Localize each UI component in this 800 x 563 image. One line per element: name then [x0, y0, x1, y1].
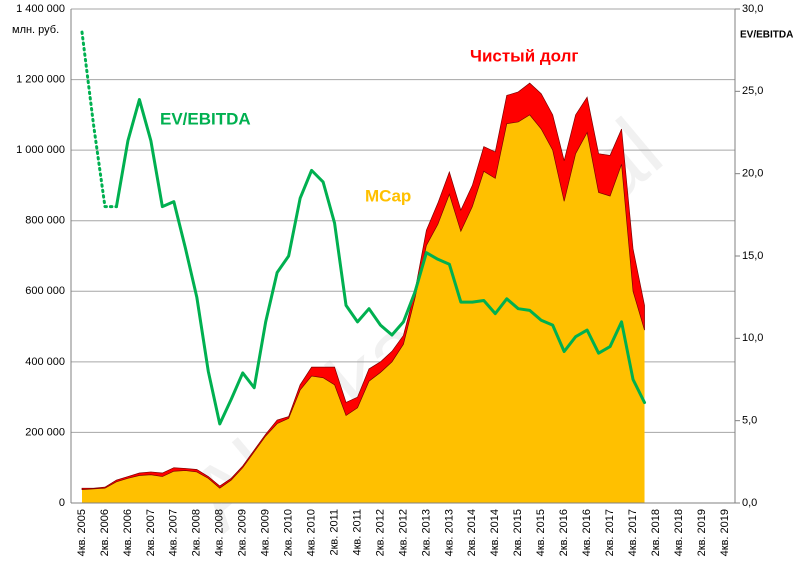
x-tick-label: 4кв. 2011: [351, 509, 363, 556]
area: [81, 82, 645, 490]
y2-tick-label: 30,0: [742, 3, 763, 15]
x-tick-label: 2кв. 2016: [558, 509, 570, 556]
x-tick-label: 4кв. 2012: [397, 509, 409, 556]
y-tick-label: 1 400 000: [16, 3, 65, 15]
x-tick-label: 2кв. 2015: [512, 509, 524, 556]
y2-tick-label: 25,0: [742, 85, 763, 97]
x-tick-label: 2кв. 2013: [420, 509, 432, 556]
x-tick-label: 4кв. 2010: [306, 509, 318, 556]
x-tick-label: 2кв. 2012: [374, 509, 386, 556]
series-label: MCap: [365, 186, 411, 205]
y-axis-label: млн. руб.: [12, 24, 59, 36]
x-tick-label: 4кв. 2014: [489, 509, 501, 556]
x-tick-label: 2кв. 2018: [650, 509, 662, 556]
y2-axis-label: EV/EBITDA: [740, 30, 793, 41]
y2-tick-label: 15,0: [742, 250, 763, 262]
x-tick-label: 2кв. 2009: [237, 509, 249, 556]
x-tick-label: 2кв. 2019: [696, 509, 708, 556]
series-label: EV/EBITDA: [160, 109, 251, 128]
area: [82, 114, 645, 503]
x-tick-label: 2кв. 2014: [466, 509, 478, 556]
x-tick-label: 4кв. 2016: [581, 509, 593, 556]
x-tick-label: 4кв. 2005: [76, 509, 88, 556]
x-tick-label: 4кв. 2006: [122, 509, 134, 556]
x-tick-label: 2кв. 2011: [328, 509, 340, 556]
x-tick-label: 4кв. 2015: [535, 509, 547, 556]
y2-tick-label: 20,0: [742, 168, 763, 180]
x-tick-label: 2кв. 2017: [604, 509, 616, 556]
y2-tick-label: 10,0: [742, 332, 763, 344]
y-tick-label: 800 000: [25, 215, 65, 227]
x-tick-label: 2кв. 2008: [191, 509, 203, 556]
y-tick-label: 0: [59, 497, 65, 509]
x-tick-label: 4кв. 2013: [443, 509, 455, 556]
x-tick-label: 4кв. 2009: [260, 509, 272, 556]
y-tick-label: 200 000: [25, 426, 65, 438]
x-tick-label: 2кв. 2006: [99, 509, 111, 556]
x-tick-label: 4кв. 2018: [673, 509, 685, 556]
ev-ebitda-line: [114, 98, 647, 426]
y-tick-label: 400 000: [25, 356, 65, 368]
y-tick-label: 1 000 000: [16, 144, 65, 156]
x-tick-label: 4кв. 2019: [719, 509, 731, 556]
series-label: Чистый долг: [470, 46, 579, 65]
y2-tick-label: 5,0: [742, 415, 757, 427]
y-tick-label: 600 000: [25, 285, 65, 297]
x-tick-label: 4кв. 2017: [627, 509, 639, 556]
y-tick-label: 1 200 000: [16, 73, 65, 85]
x-tick-label: 4кв. 2008: [214, 509, 226, 556]
ev-ebitda-line: [80, 30, 118, 209]
x-tick-label: 2кв. 2010: [283, 509, 295, 556]
x-tick-label: 2кв. 2007: [145, 509, 157, 556]
y2-tick-label: 0,0: [742, 497, 757, 509]
x-tick-label: 4кв. 2007: [168, 509, 180, 556]
